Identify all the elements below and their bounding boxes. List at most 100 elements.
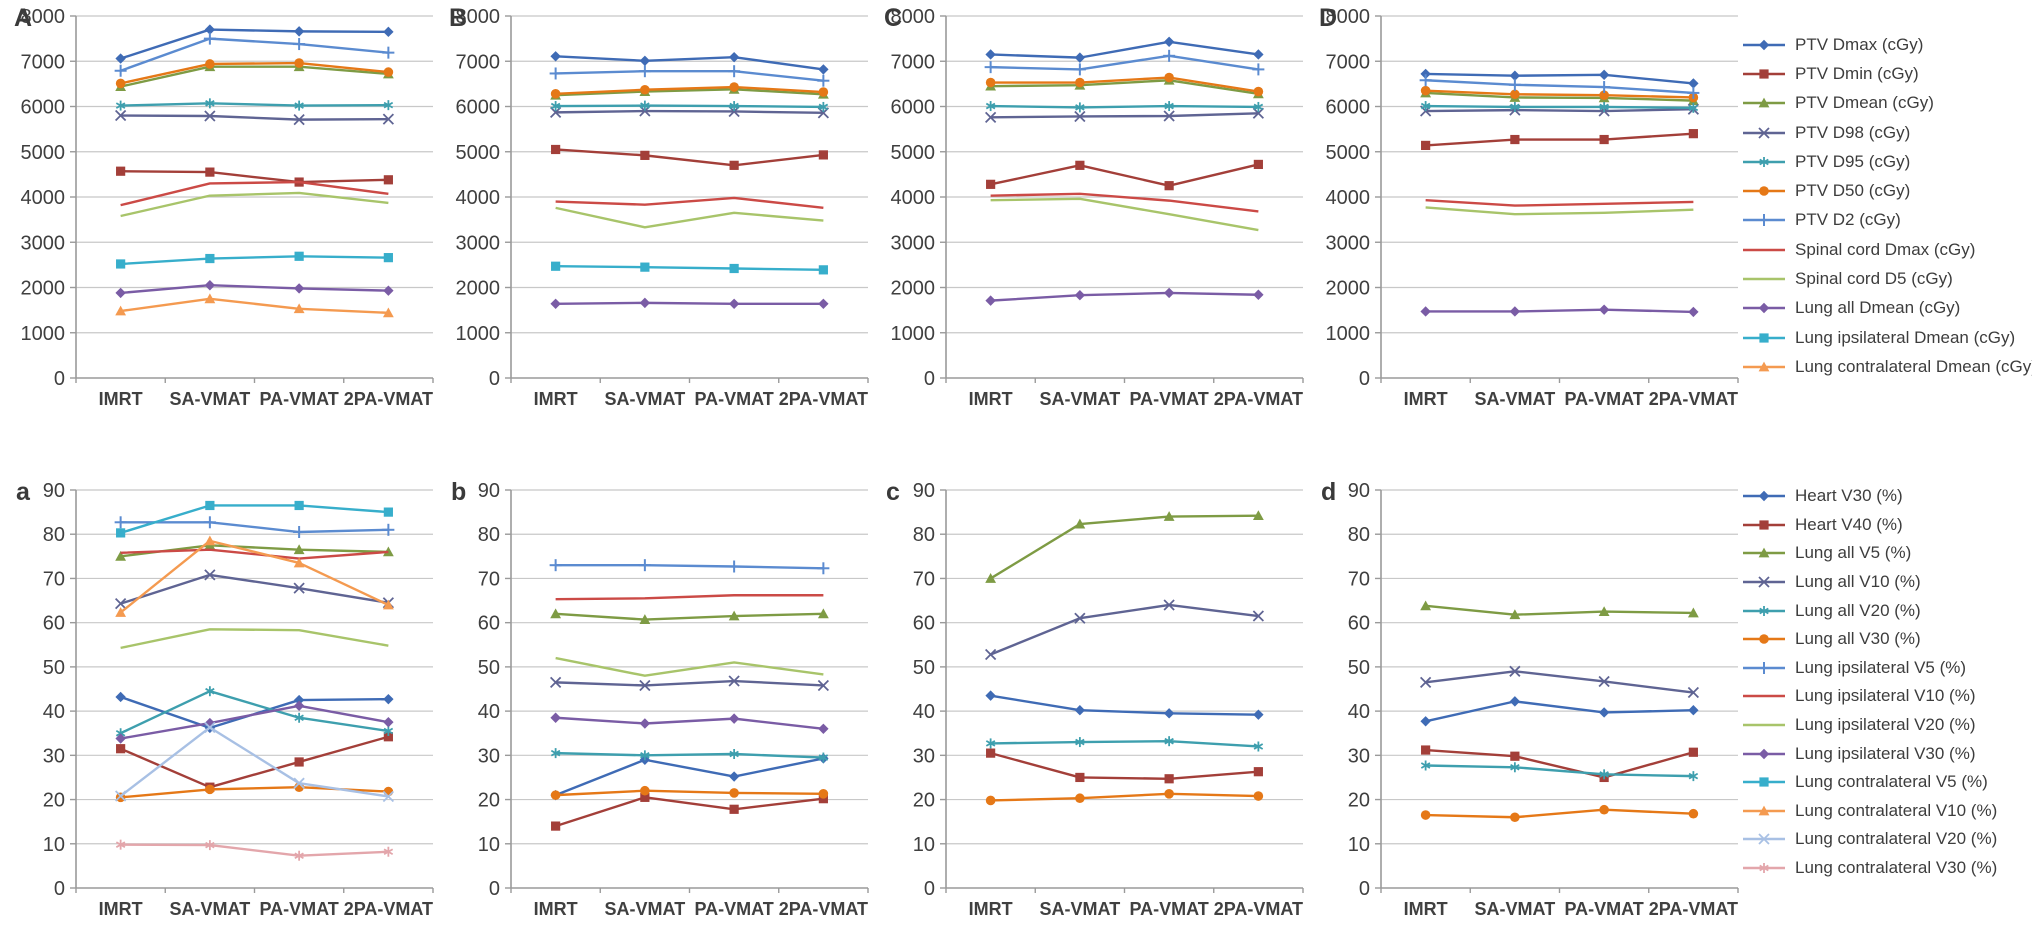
data-point-marker <box>294 251 304 261</box>
series-line <box>555 55 824 71</box>
y-tick-label: 1000 <box>891 323 936 345</box>
legend-series-icon <box>1743 39 1785 50</box>
legend-item: Lung contralateral V5 (%) <box>1742 768 1997 797</box>
y-tick-label: 50 <box>913 657 935 679</box>
data-point-marker <box>1075 772 1085 783</box>
data-point-marker <box>383 732 393 742</box>
panel-label-d: d <box>1321 478 1337 506</box>
series-line <box>120 37 389 72</box>
x-category-label: SA-VMAT <box>170 389 251 409</box>
data-point-marker <box>1758 97 1770 108</box>
series-line <box>1425 198 1694 207</box>
x-category-label: PA-VMAT <box>1564 389 1643 409</box>
y-tick-label: 7000 <box>456 51 501 73</box>
data-point-marker <box>640 752 650 759</box>
x-category-label: PA-VMAT <box>694 899 773 919</box>
data-point-marker <box>294 757 304 767</box>
data-point-marker <box>1758 833 1770 846</box>
x-category-label: SA-VMAT <box>605 389 686 409</box>
data-point-marker <box>383 716 394 728</box>
legend-label: Lung contralateral V10 (%) <box>1795 800 1998 820</box>
series-line <box>990 112 1259 119</box>
y-tick-label: 4000 <box>456 187 501 209</box>
x-category-label: PA-VMAT <box>259 899 338 919</box>
data-point-marker <box>551 821 561 831</box>
data-point-marker <box>115 53 126 64</box>
x-category-label: 2PA-VMAT <box>344 899 433 919</box>
data-point-marker <box>550 89 561 99</box>
data-point-marker <box>1421 140 1431 151</box>
data-point-marker <box>640 102 650 109</box>
data-point-marker <box>293 700 305 712</box>
legend-series-icon <box>1743 126 1785 139</box>
x-category-label: PA-VMAT <box>1129 899 1208 919</box>
legend-series-icon <box>1743 186 1785 196</box>
data-point-marker <box>383 26 394 38</box>
panel-label-b: b <box>451 478 467 506</box>
y-tick-label: 8000 <box>891 6 936 28</box>
series-line <box>990 192 1259 213</box>
y-tick-label: 80 <box>43 524 65 546</box>
legend-label: Lung all Dmean (cGy) <box>1795 298 1961 318</box>
series-line <box>120 548 389 560</box>
data-point-marker <box>1074 289 1086 301</box>
y-tick-label: 0 <box>1359 368 1370 390</box>
legend-item: PTV D50 (cGy) <box>1742 176 2032 205</box>
chart-svg: 0 1000 2000 3000 4000 5000 6000 7000 8000 IMRT SA-… <box>891 6 1304 409</box>
x-category-label: PA-VMAT <box>1564 899 1643 919</box>
series-line <box>120 785 389 799</box>
series-line <box>555 789 824 797</box>
legend-dose: PTV Dmax (cGy) PTV Dmin (cGy) PTV Dmean (c… <box>1742 30 2032 382</box>
data-point-marker <box>294 852 304 859</box>
data-point-marker <box>1253 159 1263 170</box>
legend-label: Lung contralateral V30 (%) <box>1795 858 1998 878</box>
x-category-label: IMRT <box>99 389 143 409</box>
data-point-marker <box>1758 748 1770 759</box>
data-point-marker <box>1075 793 1085 804</box>
data-point-marker <box>383 101 394 109</box>
y-tick-label: 0 <box>924 368 935 390</box>
data-point-marker <box>1688 705 1699 716</box>
legend-series-icon <box>1743 805 1785 816</box>
data-point-marker <box>985 295 996 306</box>
data-point-marker <box>1688 129 1698 139</box>
series-line <box>1425 104 1694 110</box>
data-point-marker <box>985 795 996 806</box>
y-tick-label: 3000 <box>891 232 936 254</box>
data-point-marker <box>205 253 215 264</box>
chart-svg: 0 10 20 30 40 50 60 70 80 90 IMRT SA-VMAT PA-VMAT 2PA… <box>1348 480 1739 919</box>
y-tick-label: 90 <box>43 480 65 502</box>
series-line <box>120 628 389 650</box>
y-tick-label: 30 <box>913 745 935 767</box>
legend-series-icon <box>1743 69 1785 79</box>
legend-series-icon <box>1743 303 1785 314</box>
y-tick-label: 80 <box>1348 524 1370 546</box>
data-point-marker <box>818 298 829 309</box>
data-point-marker <box>1688 306 1699 318</box>
chart-svg: 0 10 20 30 40 50 60 70 80 90 IMRT SA-VMAT PA-VMAT 2PA… <box>913 480 1304 919</box>
x-category-label: 2PA-VMAT <box>1649 389 1738 409</box>
data-point-marker <box>1075 104 1085 111</box>
data-point-marker <box>114 790 127 802</box>
data-point-marker <box>116 528 126 538</box>
data-point-marker <box>205 500 215 511</box>
x-category-label: 2PA-VMAT <box>1214 899 1303 919</box>
data-point-marker <box>1253 743 1264 750</box>
legend-item: Lung ipsilateral V20 (%) <box>1742 711 1997 740</box>
legend-item: Lung contralateral V10 (%) <box>1742 797 1997 826</box>
panel-label-a: a <box>16 478 30 506</box>
data-point-marker <box>294 102 304 109</box>
data-point-marker <box>205 59 215 69</box>
series-line <box>990 751 1259 780</box>
data-point-marker <box>115 607 127 617</box>
data-point-marker <box>115 691 126 703</box>
data-point-marker <box>1074 110 1086 123</box>
legend-item: PTV Dmin (cGy) <box>1742 59 2032 88</box>
legend-label: PTV Dmin (cGy) <box>1795 63 1919 83</box>
data-point-marker <box>1759 333 1769 343</box>
series-line <box>120 735 389 789</box>
y-tick-label: 8000 <box>21 6 66 28</box>
y-tick-label: 90 <box>478 480 500 502</box>
data-point-marker <box>550 298 561 309</box>
x-category-label: 2PA-VMAT <box>1214 389 1303 409</box>
